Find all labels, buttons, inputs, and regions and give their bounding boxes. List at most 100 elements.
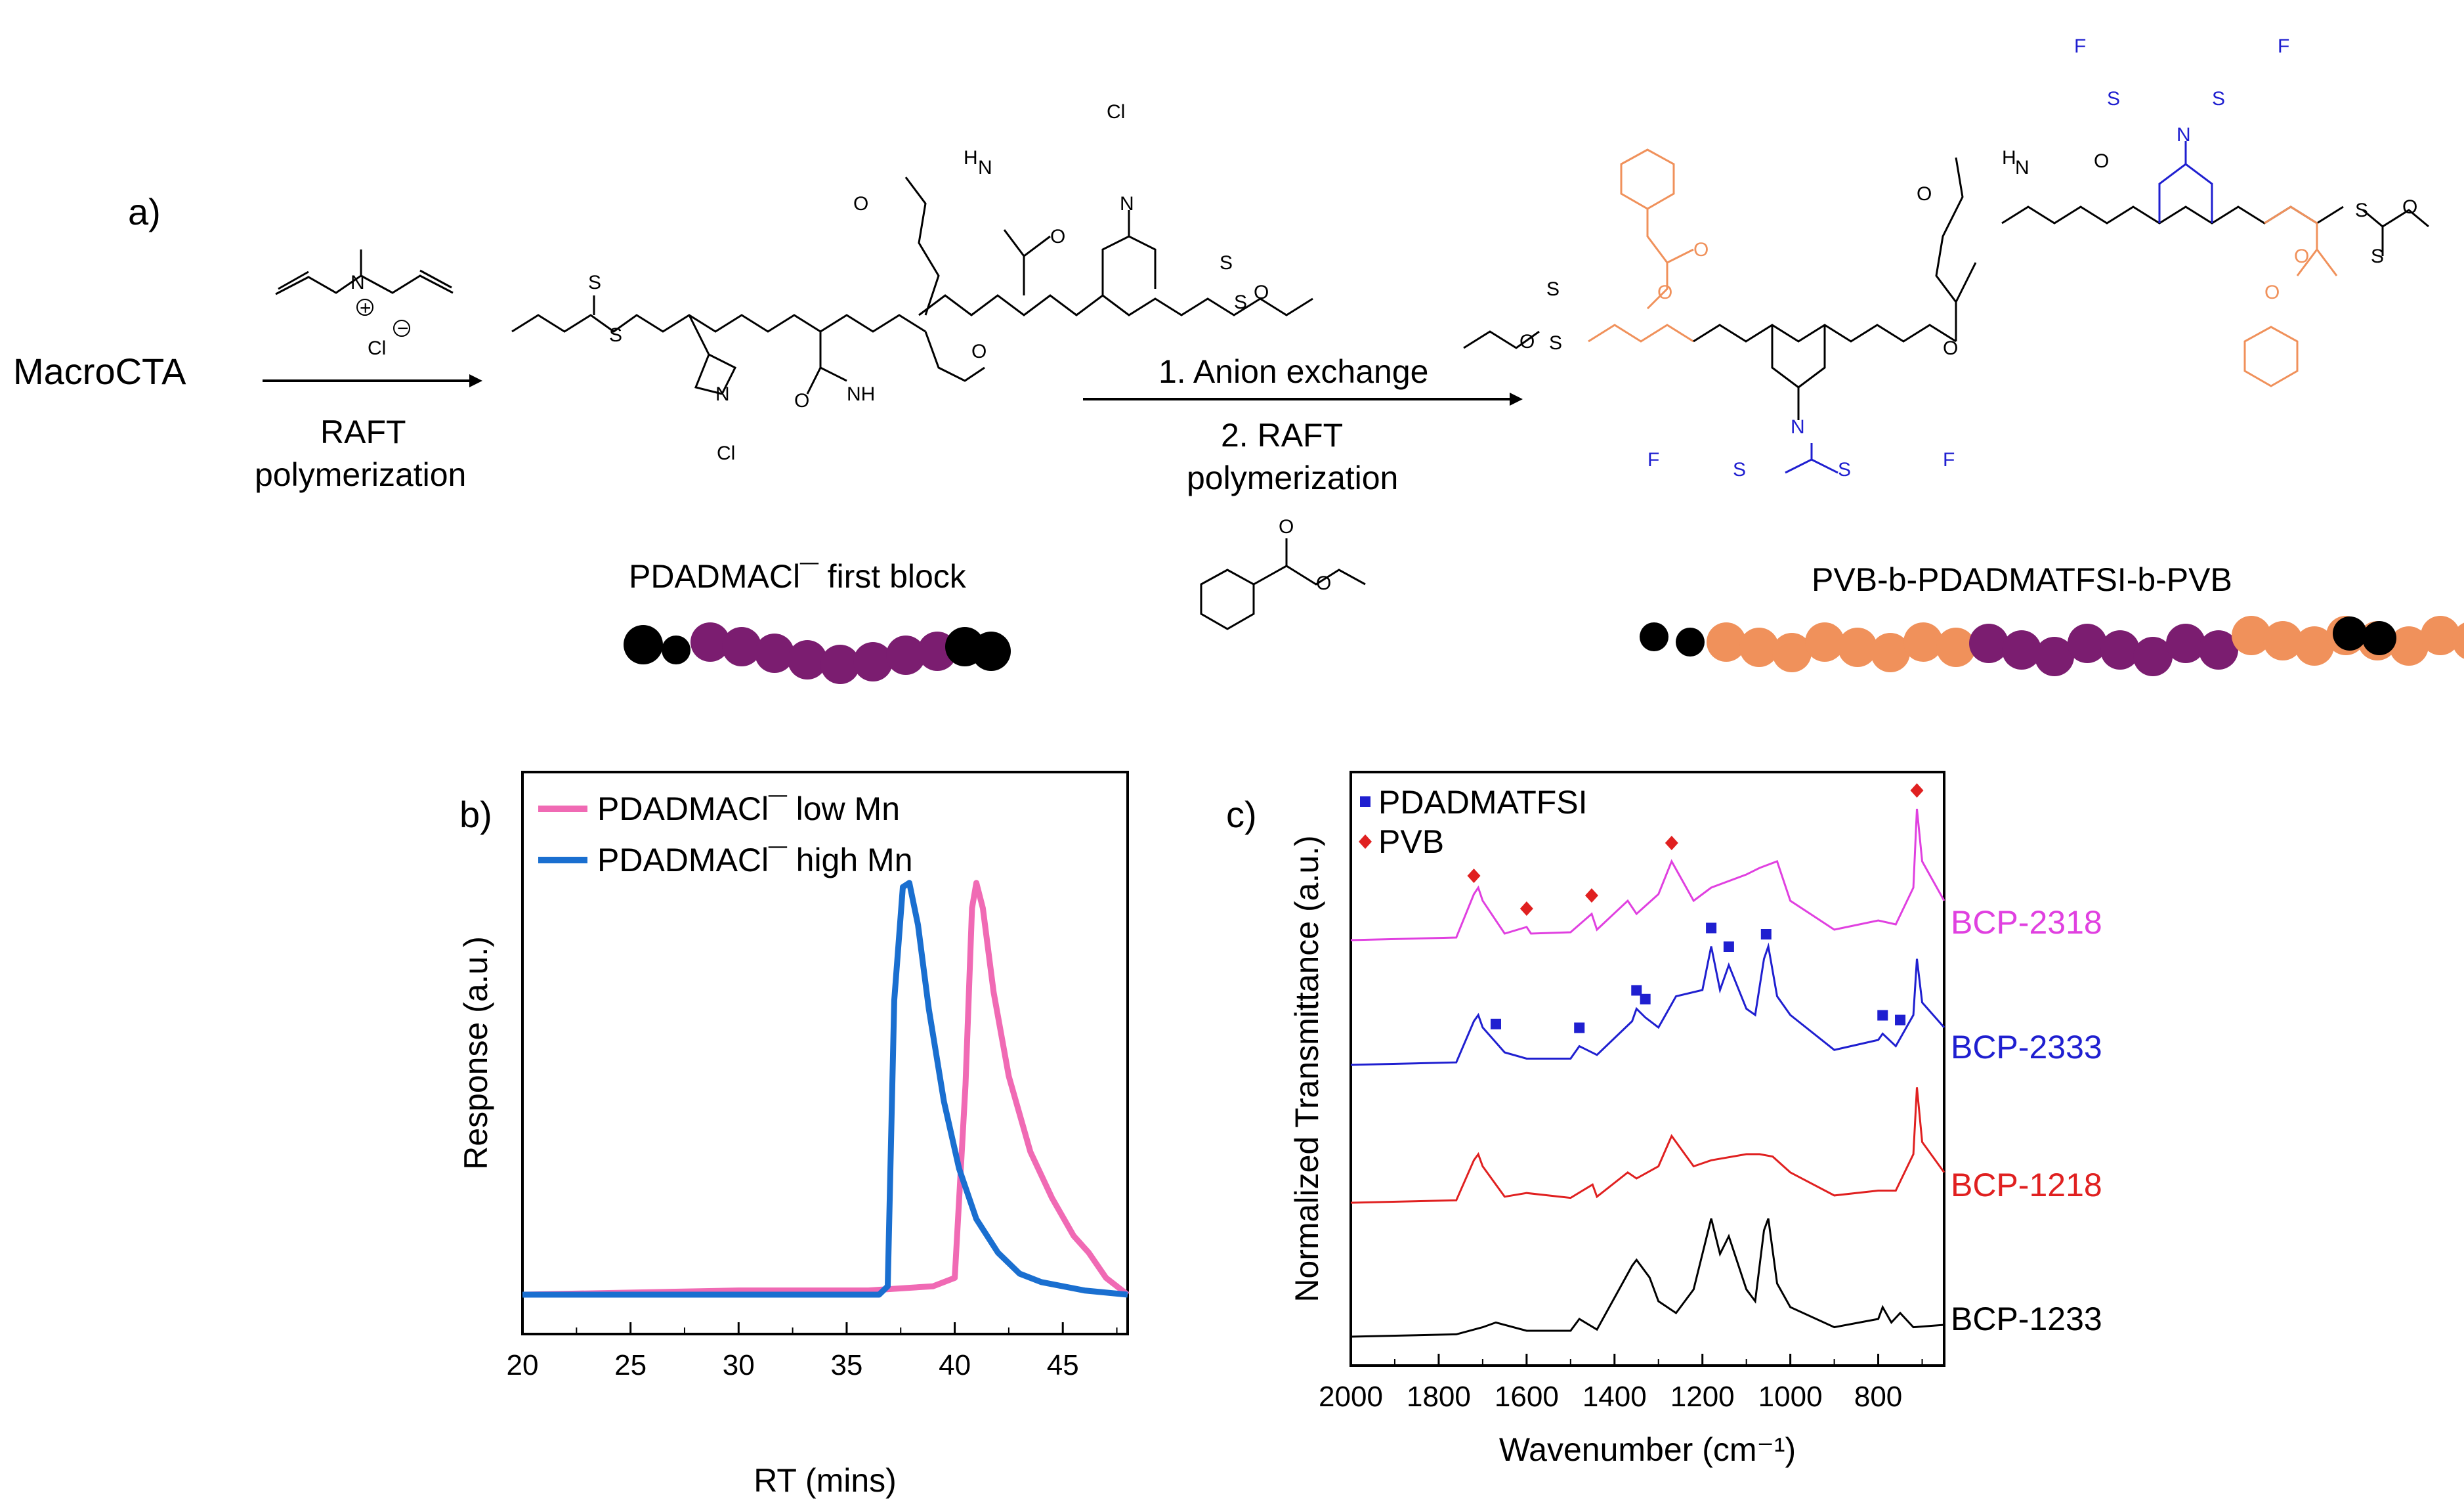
polymer-bead: [788, 640, 827, 680]
svg-text:O: O: [1917, 183, 1932, 205]
svg-text:S: S: [1733, 459, 1746, 481]
gpc-trace: [522, 880, 1128, 1298]
svg-text:O: O: [1279, 516, 1294, 538]
svg-text:N: N: [715, 383, 730, 405]
x-tick-label: 40: [939, 1349, 971, 1381]
step1-raft: RAFT: [320, 414, 406, 450]
svg-text:O: O: [853, 193, 868, 215]
legend-label: PVB: [1378, 823, 1444, 860]
ftir-spectrum: [1350, 1218, 1945, 1338]
step2-raft: 2. RAFT: [1221, 417, 1343, 454]
ftir-spectrum: [1350, 942, 1945, 1066]
step2-anion-exchange: 1. Anion exchange: [1158, 353, 1428, 390]
svg-text:O: O: [1657, 282, 1672, 303]
x-tick-label: 35: [830, 1349, 862, 1381]
panel-c-y-axis-title: Normalized Transmittance (a.u.): [1288, 835, 1325, 1302]
svg-text:O: O: [794, 390, 809, 412]
minus-charge-icon: [393, 320, 410, 337]
svg-text:S: S: [1546, 278, 1560, 300]
monomer-n-atom: N: [350, 272, 365, 293]
pvb-marker: [1519, 901, 1533, 916]
svg-text:H: H: [2002, 147, 2016, 169]
svg-text:F: F: [2278, 35, 2289, 57]
first-block-structure: S S N Cl O NH O O H N O N Cl S S O: [511, 101, 1313, 464]
triblock-bead-chain: [1640, 616, 2464, 676]
svg-text:S: S: [588, 272, 601, 293]
svg-text:S: S: [2355, 200, 2368, 221]
polymer-bead: [2068, 624, 2107, 663]
panel-b-plot-frame: [521, 771, 1129, 1335]
series-label: BCP-1233: [1951, 1301, 2102, 1337]
polymer-bead: [1903, 622, 1943, 662]
polymer-bead: [2035, 637, 2074, 676]
panel-a-label: a): [128, 191, 161, 232]
monomer-anion: Cl: [368, 337, 386, 359]
panel-c-label: c): [1226, 794, 1257, 835]
x-tick-label: 25: [614, 1349, 647, 1381]
svg-text:O: O: [971, 341, 987, 362]
panel-c-series-labels: BCP-2318 BCP-2333 BCP-1218 BCP-1233: [1951, 904, 2102, 1337]
svg-text:S: S: [2107, 88, 2120, 110]
polymer-bead: [1707, 622, 1746, 662]
polymer-bead: [2002, 630, 2041, 670]
triblock-caption: PVB-b-PDADMATFSI-b-PVB: [1812, 561, 2232, 598]
pdadmatfsi-marker: [1574, 1022, 1585, 1033]
svg-text:S: S: [1220, 252, 1233, 274]
ftir-spectrum: [1350, 808, 1945, 941]
svg-text:O: O: [2294, 246, 2309, 267]
panel-c-ftir-chart: c) 2000 1800 1600 1400 1200 1000 800 PDADMATFS…: [1226, 771, 2102, 1468]
polymer-bead: [820, 645, 860, 684]
polymer-bead: [2421, 616, 2460, 655]
polymer-bead: [1772, 633, 1812, 672]
ftir-spectrum: [1350, 1087, 1945, 1204]
svg-text:S: S: [2371, 246, 2384, 267]
polymer-bead: [624, 625, 663, 664]
legend-diamond-marker: [1359, 834, 1372, 849]
legend-square-marker: [1360, 796, 1370, 807]
polymer-bead: [1969, 624, 2008, 663]
svg-text:O: O: [1316, 572, 1331, 594]
polymer-bead: [2232, 616, 2271, 655]
panel-b-x-axis-title: RT (mins): [754, 1462, 897, 1499]
x-tick-label: 1000: [1758, 1381, 1823, 1413]
svg-text:O: O: [2094, 150, 2109, 172]
polymer-bead: [2362, 621, 2396, 655]
polymer-bead: [1739, 628, 1779, 667]
triblock-structure: O S S O O N S S F F O O H N O N S S: [1463, 35, 2429, 481]
svg-text:S: S: [1549, 332, 1562, 354]
svg-text:O: O: [1519, 331, 1535, 353]
legend-label: PDADMACl¯ low Mn: [597, 790, 900, 827]
svg-text:S: S: [2212, 88, 2225, 110]
pdadmatfsi-marker: [1706, 922, 1717, 934]
svg-text:Cl: Cl: [717, 442, 735, 464]
polymer-bead: [755, 634, 794, 673]
svg-text:S: S: [1234, 291, 1247, 313]
x-tick-label: 1200: [1670, 1381, 1735, 1413]
svg-text:H: H: [964, 147, 978, 169]
series-label: BCP-2333: [1951, 1029, 2102, 1066]
pvb-marker: [1584, 888, 1598, 903]
svg-text:O: O: [1050, 226, 1065, 248]
polymer-bead: [1871, 633, 1910, 672]
polymer-bead: [2263, 621, 2303, 660]
step1-arrowhead: [469, 374, 482, 387]
svg-text:O: O: [1943, 337, 1958, 359]
polymer-bead: [2199, 630, 2238, 670]
polymer-bead: [853, 642, 893, 681]
svg-text:O: O: [1693, 239, 1709, 261]
x-tick-label: 30: [723, 1349, 755, 1381]
svg-text:N: N: [978, 157, 992, 179]
panel-b-y-axis-title: Response (a.u.): [457, 936, 494, 1170]
legend-label: PDADMATFSI: [1378, 784, 1588, 821]
svg-text:F: F: [1647, 449, 1659, 471]
panel-b-label: b): [459, 794, 492, 835]
svg-text:Cl: Cl: [1107, 101, 1125, 123]
pdadmatfsi-marker: [1640, 993, 1651, 1004]
svg-text:F: F: [1943, 449, 1955, 471]
x-tick-label: 20: [507, 1349, 539, 1381]
panel-c-series: [1350, 783, 1945, 1338]
panel-c-x-ticks: 2000 1800 1600 1400 1200 1000 800: [1319, 1354, 1923, 1413]
panel-c-plot-frame: [1349, 771, 1945, 1367]
panel-b-x-ticks: 20 25 30 35 40 45: [507, 1322, 1118, 1381]
